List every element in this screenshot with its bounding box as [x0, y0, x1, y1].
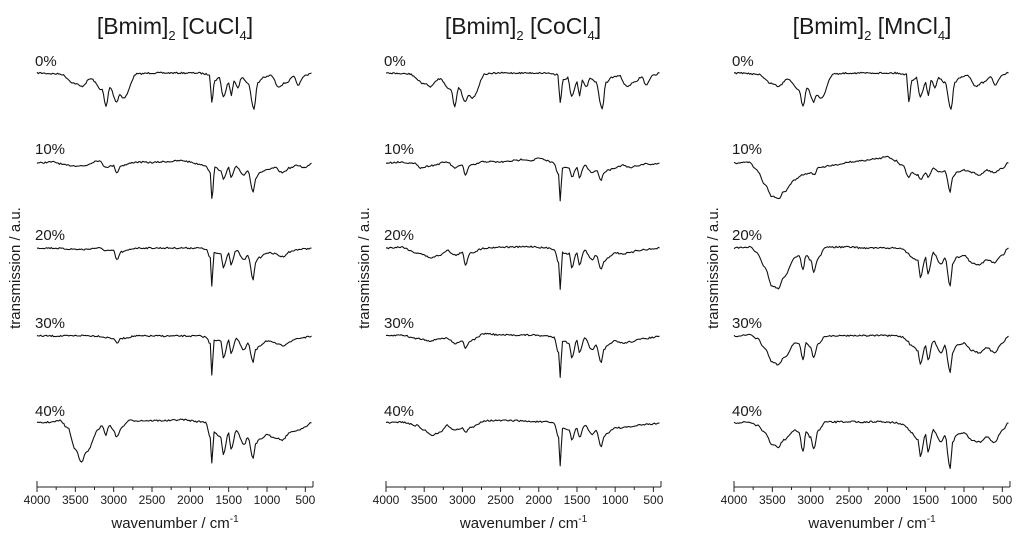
series-label: 20% [384, 227, 414, 244]
x-tick-label: 1000 [951, 493, 978, 507]
x-tick-label: 500 [295, 493, 315, 507]
series-label: 0% [732, 53, 754, 70]
x-tick-label: 2000 [177, 493, 204, 507]
x-tick-label: 3500 [62, 493, 89, 507]
spectrum-trace [733, 245, 1009, 290]
series-label: 20% [732, 227, 762, 244]
x-tick-label: 1500 [912, 493, 939, 507]
spectrum-trace [36, 246, 312, 287]
series-label: 0% [35, 53, 57, 70]
y-axis-label: transmission / a.u. [705, 207, 722, 329]
series-label: 30% [35, 315, 65, 332]
series-label: 10% [384, 141, 414, 158]
spectrum-trace [385, 71, 660, 110]
x-tick-label: 1500 [564, 493, 591, 507]
x-tick-label: 3000 [449, 493, 476, 507]
series-label: 40% [732, 403, 762, 420]
spectrum-trace [733, 71, 1009, 110]
spectrum-trace [36, 71, 312, 110]
series-label: 40% [35, 403, 65, 420]
series-label: 0% [384, 53, 406, 70]
spectrum-trace [36, 418, 312, 464]
x-tick-label: 2500 [836, 493, 863, 507]
x-axis-label: wavenumber / cm-1 [110, 514, 239, 532]
x-tick-label: 2500 [139, 493, 166, 507]
series-label: 30% [384, 315, 414, 332]
x-tick-label: 3500 [411, 493, 438, 507]
y-axis-label: transmission / a.u. [356, 207, 373, 329]
x-tick-label: 2500 [487, 493, 514, 507]
x-tick-label: 2000 [525, 493, 552, 507]
x-axis-label: wavenumber / cm-1 [807, 514, 936, 532]
x-tick-label: 3000 [797, 493, 824, 507]
series-label: 30% [732, 315, 762, 332]
panel-title: [Bmim]2 [CoCl4] [445, 13, 601, 43]
spectrum-trace [385, 419, 660, 467]
spectrum-panel-2: [Bmim]2 [CoCl4] transmission / a.u. 4000 35… [356, 13, 664, 532]
x-tick-label: 3500 [759, 493, 786, 507]
x-tick-label: 500 [992, 493, 1012, 507]
spectrum-panel-1: [Bmim]2 [CuCl4] transmission / a.u. 4000 35… [7, 13, 316, 532]
series-label: 40% [384, 403, 414, 420]
series-label: 20% [35, 227, 65, 244]
panel-title: [Bmim]2 [MnCl4] [793, 13, 952, 43]
spectrum-trace [385, 245, 660, 290]
x-tick-label: 2000 [874, 493, 901, 507]
series-label: 10% [35, 141, 65, 158]
x-tick-label: 500 [643, 493, 663, 507]
spectrum-trace [733, 333, 1009, 374]
x-tick-label: 1000 [602, 493, 629, 507]
x-tick-label: 1500 [215, 493, 242, 507]
x-tick-label: 3000 [100, 493, 127, 507]
panel-title: [Bmim]2 [CuCl4] [97, 13, 253, 43]
spectrum-trace [36, 159, 312, 199]
spectrum-panel-3: [Bmim]2 [MnCl4] transmission / a.u. 4000 35… [705, 13, 1013, 532]
x-axis-label: wavenumber / cm-1 [459, 514, 588, 532]
y-axis-label: transmission / a.u. [7, 207, 24, 329]
x-tick-label: 4000 [24, 493, 51, 507]
x-tick-label: 1000 [254, 493, 281, 507]
spectrum-trace [36, 334, 312, 376]
spectrum-trace [733, 155, 1009, 200]
x-tick-label: 4000 [721, 493, 748, 507]
series-label: 10% [732, 141, 762, 158]
spectrum-trace [385, 157, 660, 202]
spectrum-trace [385, 332, 660, 378]
x-tick-label: 4000 [373, 493, 400, 507]
spectrum-trace [733, 420, 1009, 470]
